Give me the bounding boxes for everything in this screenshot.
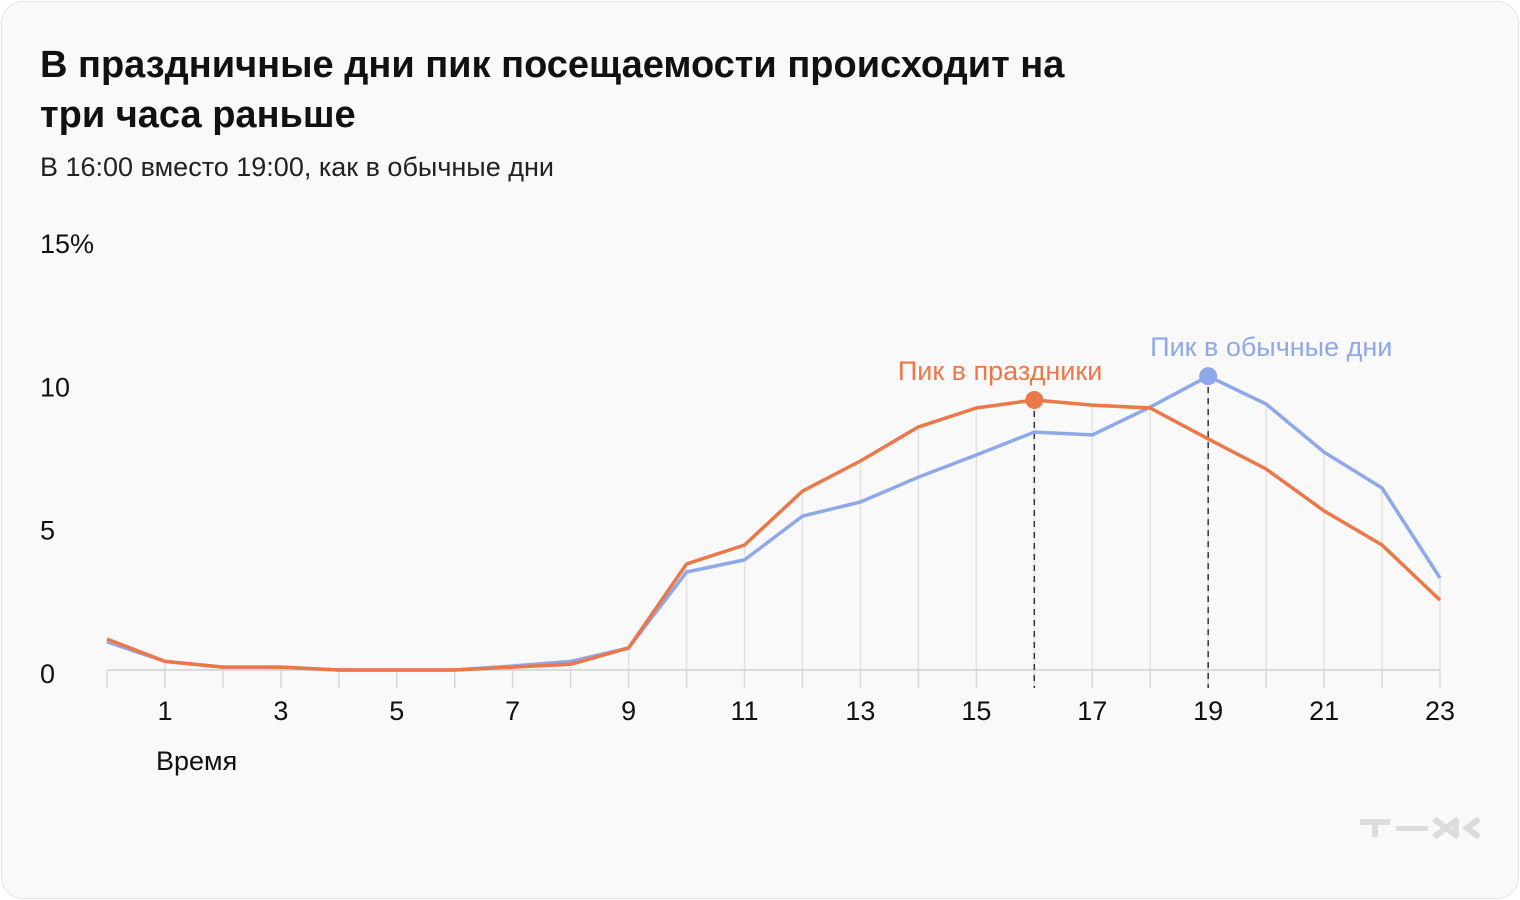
peak-marker [1199,367,1218,386]
tzh-logo [1360,816,1480,840]
y-tick-label: 5 [40,516,55,546]
x-tick-label: 3 [273,696,288,726]
x-tick-label: 7 [505,696,520,726]
x-tick-label: 13 [845,696,875,726]
x-tick-label: 9 [621,696,636,726]
peak-annotation: Пик в праздники [898,356,1102,386]
x-tick-label: 23 [1425,696,1455,726]
x-tick-label: 5 [389,696,404,726]
y-tick-label: 10 [40,372,70,402]
y-tick-label: 0 [40,659,55,689]
peak-marker [1025,390,1044,409]
x-tick-label: 19 [1193,696,1223,726]
x-tick-label: 11 [731,696,759,726]
chart-title: В праздничные дни пик посещаемости проис… [40,44,1065,136]
x-axis-label: Время [156,746,237,776]
x-tick-label: 15 [961,696,991,726]
series-line-regular [106,374,1442,672]
y-tick-label: 15% [40,229,94,259]
series-line-holiday [106,398,1442,672]
x-tick-label: 17 [1077,696,1107,726]
peak-annotation: Пик в обычные дни [1150,332,1392,362]
x-tick-label: 1 [157,696,172,726]
x-tick-label: 21 [1309,696,1339,726]
chart-subtitle: В 16:00 вместо 19:00, как в обычные дни [40,152,554,182]
